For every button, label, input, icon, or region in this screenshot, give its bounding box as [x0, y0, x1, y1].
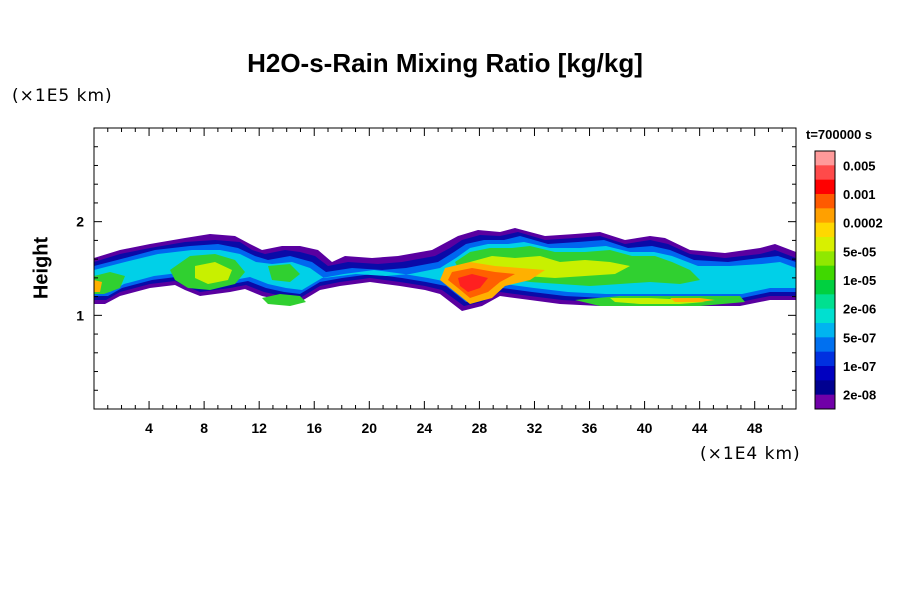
colorbar-label: 0.001: [843, 187, 876, 202]
colorbar-swatch: [815, 380, 835, 396]
y-tick-label: 2: [76, 214, 84, 230]
x-tick-label: 4: [145, 420, 153, 436]
rain-field: [94, 228, 796, 311]
colorbar-label: 1e-07: [843, 359, 876, 374]
colorbar-swatch: [815, 194, 835, 209]
colorbar-swatch: [815, 294, 835, 310]
colorbar-swatch: [815, 351, 835, 367]
x-tick-label: 36: [582, 420, 598, 436]
colorbar-swatch: [815, 280, 835, 295]
x-tick-label: 24: [417, 420, 433, 436]
colorbar-swatch: [815, 208, 835, 224]
x-tick-label: 12: [251, 420, 267, 436]
x-tick-label: 28: [472, 420, 488, 436]
colorbar-label: 0.0002: [843, 216, 883, 231]
colorbar-label: 2e-06: [843, 302, 876, 317]
x-tick-label: 40: [637, 420, 653, 436]
x-tick-label: 48: [747, 420, 763, 436]
colorbar-label: 1e-05: [843, 273, 876, 288]
colorbar-swatch: [815, 251, 835, 267]
x-tick-label: 44: [692, 420, 708, 436]
colorbar-swatch: [815, 237, 835, 252]
contour-0.005: [458, 274, 488, 292]
colorbar-swatch: [815, 179, 835, 195]
x-tick-label: 8: [200, 420, 208, 436]
colorbar-label: 2e-08: [843, 388, 876, 403]
colorbar-swatch: [815, 222, 835, 238]
x-axis-unit: (×1E4 km): [700, 444, 801, 464]
colorbar-swatch: [815, 165, 835, 181]
plot-frame: [93, 127, 797, 410]
colorbar-swatch: [815, 151, 835, 166]
y-tick-label: 1: [76, 307, 84, 323]
chart-title: H2O-s-Rain Mixing Ratio [kg/kg]: [247, 48, 643, 78]
x-tick-label: 16: [306, 420, 322, 436]
y-axis-unit: (×1E5 km): [12, 86, 113, 106]
x-axis: 4 8 12 16 20 24 28 32 36 40 44 48: [107, 128, 783, 436]
colorbar-swatch: [815, 366, 835, 381]
colorbar-label: 0.005: [843, 158, 876, 173]
colorbar-frame: [814, 150, 836, 410]
colorbar-swatch: [815, 265, 835, 281]
y-axis: 12: [76, 146, 796, 391]
colorbar-label: 5e-07: [843, 330, 876, 345]
colorbar: 0.005 0.001 0.0002 5e-05 1e-05 2e-06 5e-07 1e-0…: [814, 150, 883, 410]
x-tick-label: 32: [527, 420, 543, 436]
x-tick-label: 20: [362, 420, 378, 436]
colorbar-swatch: [815, 394, 835, 410]
colorbar-swatch: [815, 323, 835, 338]
colorbar-swatch: [815, 337, 835, 353]
colorbar-label: 5e-05: [843, 244, 876, 259]
contour-5e-05: [195, 256, 705, 304]
time-label: t=700000 s: [806, 127, 873, 142]
colorbar-swatch: [815, 308, 835, 324]
